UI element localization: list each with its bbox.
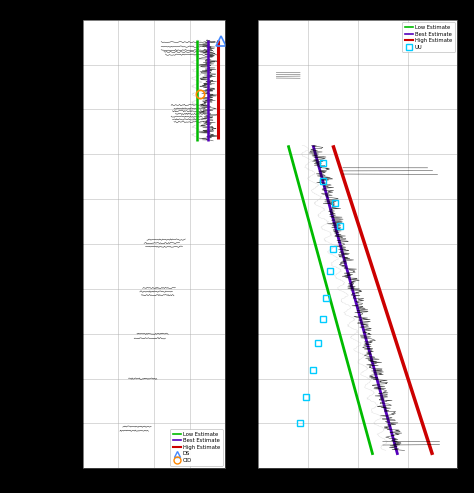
- Legend: Low Estimate, Best Estimate, High Estimate, DS, CID: Low Estimate, Best Estimate, High Estima…: [170, 429, 222, 466]
- Legend: Low Estimate, Best Estimate, High Estimate, UU: Low Estimate, Best Estimate, High Estima…: [402, 22, 455, 52]
